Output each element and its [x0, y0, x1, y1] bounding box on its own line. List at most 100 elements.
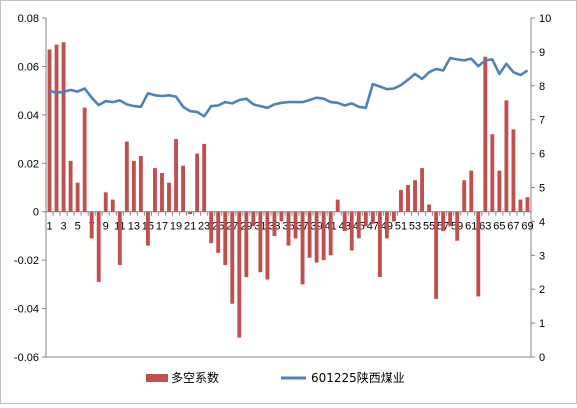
bar [209, 211, 214, 244]
line-layer [49, 56, 529, 118]
y-left-tick-label: 0.04 [18, 110, 39, 122]
bar [314, 211, 319, 263]
bar [251, 211, 256, 227]
bar [490, 134, 495, 212]
bar [293, 211, 298, 239]
bar [328, 211, 333, 256]
bar [342, 211, 347, 232]
x-tick-label: 21 [184, 221, 196, 233]
bar [434, 211, 439, 299]
bar [363, 211, 368, 227]
bar [286, 211, 291, 246]
bar [54, 44, 59, 212]
y-left-tick-label: 0 [33, 207, 39, 219]
bar [300, 211, 305, 285]
bar [117, 211, 122, 265]
bar [441, 211, 446, 232]
bar [188, 211, 193, 215]
y-right-tick-label: 7 [539, 115, 545, 127]
bar [525, 197, 530, 212]
bar [145, 211, 150, 246]
bar [504, 100, 509, 212]
y-right-tick-label: 3 [539, 250, 545, 262]
bar [174, 139, 178, 212]
legend-label-line: 601225陕西煤业 [311, 370, 405, 385]
bar [68, 160, 73, 212]
y-right-tick-label: 4 [539, 216, 545, 228]
bar [167, 182, 171, 212]
bar [258, 211, 263, 273]
bar [406, 185, 410, 212]
bar [138, 156, 143, 212]
x-tick-label: 3 [61, 221, 67, 233]
y-right-tick-label: 2 [539, 284, 545, 296]
bar [202, 143, 207, 212]
x-tick-label: 9 [103, 221, 109, 233]
legend-swatch-bars [146, 374, 168, 382]
bar [349, 211, 354, 251]
bar [420, 168, 424, 212]
bar [237, 211, 242, 338]
x-tick-label: 61 [465, 221, 477, 233]
bar [223, 211, 228, 265]
bar [244, 211, 249, 278]
x-tick-label: 53 [409, 221, 421, 233]
bar [82, 107, 87, 212]
bar [384, 211, 389, 239]
bar [103, 192, 108, 212]
bar [448, 211, 453, 227]
y-right-tick-label: 9 [539, 47, 545, 59]
bar [75, 182, 80, 212]
bar [392, 211, 396, 222]
bar [483, 56, 488, 212]
bar [160, 172, 164, 212]
bar [399, 189, 403, 212]
bar [307, 211, 312, 258]
bar [413, 180, 417, 212]
x-tick-label: 13 [128, 221, 140, 233]
bar [377, 211, 382, 278]
bar [216, 211, 221, 253]
x-tick-label: 19 [170, 221, 182, 233]
bars-layer [47, 42, 530, 338]
bar [195, 153, 200, 212]
x-tick-label: 63 [479, 221, 491, 233]
bar [497, 170, 502, 212]
bar [321, 211, 326, 261]
y-left-tick-label: 0.08 [18, 13, 39, 25]
bar [511, 129, 516, 212]
bar [455, 211, 460, 241]
x-tick-label: 17 [156, 221, 168, 233]
bar [265, 211, 270, 280]
legend: 多空系数 601225陕西煤业 [146, 370, 405, 385]
bar [181, 165, 185, 212]
bar [61, 42, 66, 212]
bar [335, 199, 340, 212]
bar [124, 141, 129, 212]
bar [96, 211, 101, 282]
axes-layer: -0.06-0.04-0.0200.020.040.060.0801234567… [14, 13, 551, 364]
bar [462, 180, 467, 212]
x-tick-label: 67 [507, 221, 519, 233]
bar [47, 49, 52, 212]
bar [131, 160, 136, 212]
y-right-tick-label: 8 [539, 81, 545, 93]
bar [427, 204, 432, 212]
bar [518, 199, 523, 212]
x-tick-label: 65 [493, 221, 505, 233]
price-line [49, 56, 529, 118]
x-tick-label: 1 [46, 221, 52, 233]
x-tick-label: 51 [395, 221, 407, 233]
bar [370, 211, 375, 224]
y-right-tick-label: 1 [539, 318, 545, 330]
y-right-tick-label: 10 [539, 13, 551, 25]
bar [469, 170, 474, 212]
bar [110, 199, 115, 212]
x-tick-label: 55 [423, 221, 435, 233]
x-tick-label: 47 [367, 221, 379, 233]
bar [153, 168, 157, 212]
bar [89, 211, 94, 239]
x-tick-label: 69 [521, 221, 533, 233]
bar [279, 211, 284, 222]
